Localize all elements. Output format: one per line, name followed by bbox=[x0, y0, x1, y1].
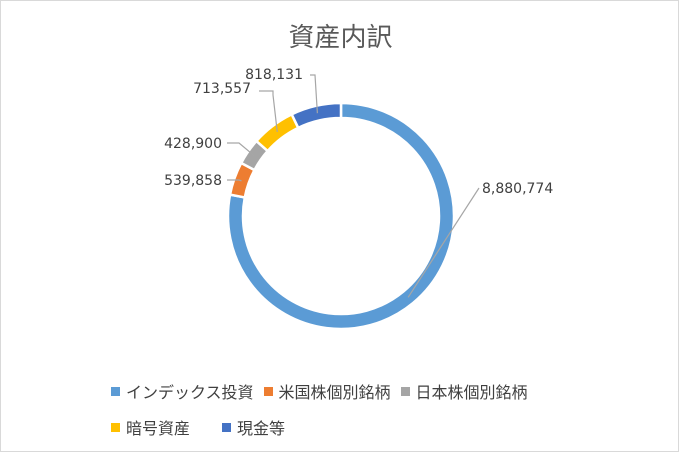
data-label-index: 8,880,774 bbox=[482, 181, 553, 197]
legend-item-cash: 現金等 bbox=[222, 415, 285, 439]
legend-swatch-cash bbox=[222, 422, 232, 432]
legend-row-1: インデックス投資 米国株個別銘柄 日本株個別銘柄 bbox=[111, 373, 631, 409]
slice-crypto bbox=[254, 112, 300, 153]
legend-label-index: インデックス投資 bbox=[126, 383, 254, 402]
data-label-crypto: 713,557 bbox=[193, 81, 251, 97]
slice-cash bbox=[290, 101, 343, 130]
data-label-us-stocks: 539,858 bbox=[164, 173, 222, 189]
leader-line-us-stocks bbox=[227, 179, 242, 182]
legend-label-jp-stocks: 日本株個別銘柄 bbox=[415, 383, 528, 402]
leader-line-jp-stocks bbox=[227, 142, 255, 157]
legend-swatch-jp-stocks bbox=[400, 386, 410, 396]
legend-label-crypto: 暗号資産 bbox=[126, 419, 191, 438]
data-label-cash: 818,131 bbox=[245, 67, 303, 83]
legend-row-2: 暗号資産 現金等 bbox=[111, 409, 631, 445]
leader-line-crypto bbox=[259, 90, 278, 132]
legend: インデックス投資 米国株個別銘柄 日本株個別銘柄 暗号資産 現金等 bbox=[111, 373, 631, 445]
legend-swatch-crypto bbox=[111, 422, 120, 432]
legend-label-cash: 現金等 bbox=[237, 419, 286, 438]
legend-swatch-us-stocks bbox=[263, 386, 273, 396]
legend-swatch-index bbox=[111, 386, 120, 396]
legend-label-us-stocks: 米国株個別銘柄 bbox=[278, 383, 391, 402]
leader-line-index bbox=[407, 187, 480, 298]
legend-item-index: インデックス投資 bbox=[111, 379, 254, 403]
data-label-jp-stocks: 428,900 bbox=[164, 136, 222, 152]
legend-item-crypto: 暗号資産 bbox=[111, 415, 190, 439]
legend-item-us-stocks: 米国株個別銘柄 bbox=[263, 379, 391, 403]
leader-line-cash bbox=[310, 74, 318, 114]
chart-title: 資産内訳 bbox=[288, 23, 393, 53]
legend-item-jp-stocks: 日本株個別銘柄 bbox=[400, 379, 528, 403]
